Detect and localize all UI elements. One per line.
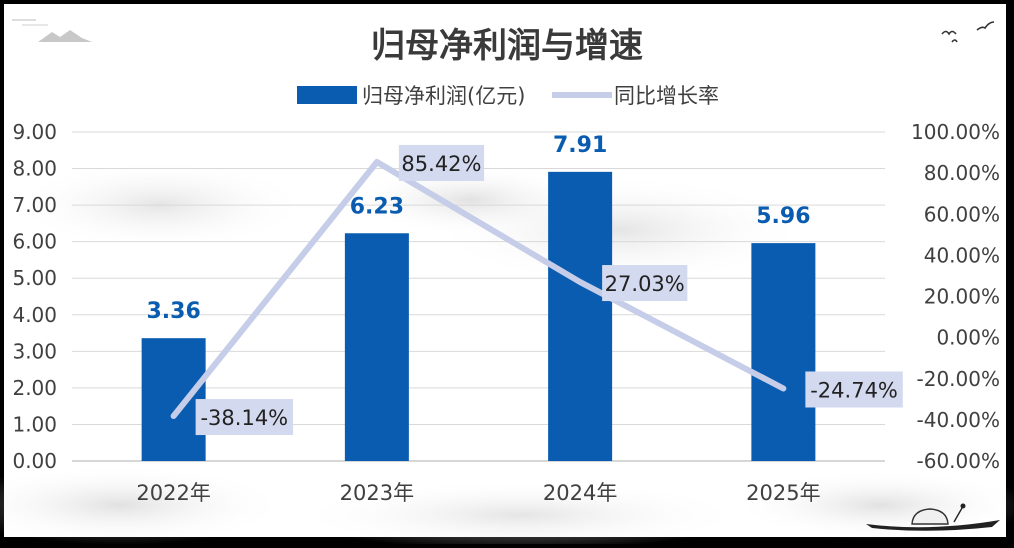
- boat-icon: [866, 503, 1000, 531]
- y-right-tick-label: -40.00%: [917, 408, 1000, 432]
- mountain-icon: [12, 19, 92, 42]
- y-left-tick-label: 9.00: [12, 120, 57, 144]
- y-left-tick-label: 8.00: [12, 157, 57, 181]
- y-axis-right: -60.00% -40.00% -20.00% 0.00% 20.00% 40.00% 60…: [911, 120, 1000, 473]
- bar-data-labels: 3.36 6.23 7.91 5.96: [146, 133, 810, 324]
- growth-line-series: [170, 158, 787, 420]
- growth-line: [170, 158, 787, 420]
- gridlines: [72, 131, 885, 462]
- bar: [141, 338, 206, 461]
- bar-value-label: 3.36: [146, 299, 200, 324]
- y-right-tick-label: 20.00%: [924, 285, 1000, 309]
- growth-label-box: [805, 371, 903, 408]
- x-tick-label: 2025年: [746, 481, 820, 505]
- y-left-tick-label: 2.00: [12, 376, 57, 400]
- growth-label-box: [602, 265, 688, 302]
- x-axis: 2022年 2023年 2024年 2025年: [136, 481, 820, 505]
- y-right-tick-label: -20.00%: [917, 367, 1000, 391]
- y-right-tick-label: -60.00%: [917, 449, 1000, 473]
- bar-value-label: 5.96: [756, 204, 810, 229]
- x-tick-label: 2022年: [136, 481, 210, 505]
- bar-value-label: 6.23: [350, 194, 404, 219]
- y-left-tick-label: 7.00: [12, 193, 57, 217]
- legend-swatch-bar: [297, 86, 357, 104]
- bar: [751, 243, 816, 461]
- x-tick-label: 2024年: [543, 481, 617, 505]
- legend-label-line: 同比增长率: [614, 84, 719, 108]
- bar-series: [141, 171, 816, 461]
- growth-value-label: 27.03%: [605, 272, 685, 296]
- bar-value-label: 7.91: [553, 133, 607, 158]
- y-right-tick-label: 60.00%: [924, 202, 1000, 226]
- y-left-tick-label: 1.00: [12, 412, 57, 436]
- x-tick-label: 2023年: [340, 481, 414, 505]
- y-left-tick-label: 3.00: [12, 339, 57, 363]
- y-right-tick-label: 100.00%: [911, 120, 1000, 144]
- growth-label-box: [398, 144, 485, 181]
- y-right-tick-label: 80.00%: [924, 161, 1000, 185]
- y-left-tick-label: 5.00: [12, 266, 57, 290]
- y-left-tick-label: 4.00: [12, 303, 57, 327]
- chart-title: 归母净利润与增速: [371, 26, 643, 66]
- y-right-tick-label: 0.00%: [936, 326, 1000, 350]
- y-left-tick-label: 6.00: [12, 230, 57, 254]
- growth-label-box: [195, 399, 294, 436]
- legend-label-bar: 归母净利润(亿元): [362, 84, 525, 108]
- growth-value-label: -38.14%: [200, 406, 288, 430]
- y-right-tick-label: 40.00%: [924, 243, 1000, 267]
- y-axis-left: 0.00 1.00 2.00 3.00 4.00 5.00 6.00 7.00 8.00 9.00: [12, 120, 57, 473]
- bar: [344, 233, 409, 461]
- y-left-tick-label: 0.00: [12, 449, 57, 473]
- growth-value-label: 85.42%: [401, 152, 481, 176]
- birds-icon: [941, 21, 995, 43]
- growth-data-labels: -38.14% 85.42% 27.03% -24.74%: [195, 144, 903, 436]
- growth-value-label: -24.74%: [810, 378, 898, 402]
- bar: [548, 171, 613, 461]
- legend: 归母净利润(亿元) 同比增长率: [297, 84, 719, 108]
